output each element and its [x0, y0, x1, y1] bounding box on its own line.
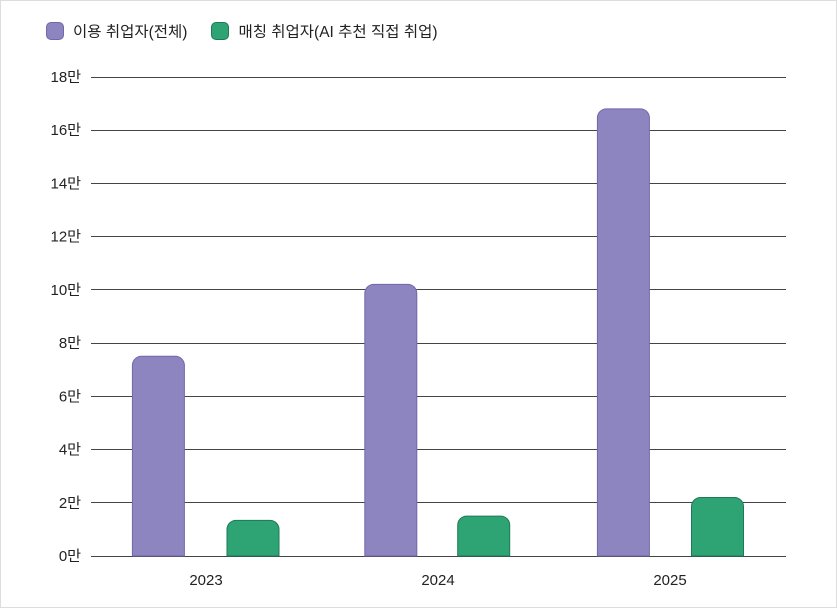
svg-text:10만: 10만: [51, 282, 82, 299]
svg-text:14만: 14만: [51, 175, 82, 192]
svg-text:2024: 2024: [421, 572, 454, 589]
svg-text:16만: 16만: [51, 122, 82, 139]
svg-text:8만: 8만: [59, 335, 81, 352]
svg-text:12만: 12만: [51, 229, 82, 246]
svg-text:0만: 0만: [59, 548, 81, 565]
svg-text:6만: 6만: [59, 388, 81, 405]
svg-text:18만: 18만: [51, 69, 82, 86]
svg-text:2만: 2만: [59, 495, 81, 512]
svg-text:2025: 2025: [653, 572, 686, 589]
svg-text:2023: 2023: [189, 572, 222, 589]
svg-text:4만: 4만: [59, 442, 81, 459]
